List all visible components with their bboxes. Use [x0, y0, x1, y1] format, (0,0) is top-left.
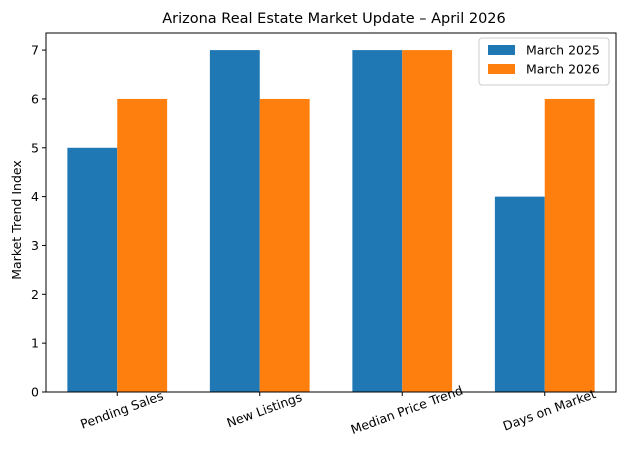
bar-2-3	[402, 50, 453, 392]
bar-2-2	[259, 98, 310, 392]
bar-1-3	[352, 50, 403, 392]
x-tick-label: Pending Sales	[78, 388, 165, 432]
y-axis-label: Market Trend Index	[9, 160, 24, 280]
bar-1-4	[494, 196, 545, 392]
plot-area-frame	[45, 32, 617, 393]
legend: March 2025 March 2026	[478, 37, 610, 86]
y-tick-label: 0	[31, 385, 39, 400]
y-tick-label: 7	[31, 43, 39, 58]
legend-swatch-2	[488, 64, 515, 74]
y-tick-label: 5	[31, 140, 39, 155]
y-tick-label: 2	[31, 287, 39, 302]
legend-label-1: March 2025	[526, 43, 600, 58]
bar-1-1	[67, 147, 118, 392]
y-tick-label: 1	[31, 336, 39, 351]
bar-2-1	[117, 98, 168, 392]
bars-group	[67, 50, 595, 392]
bar-1-2	[209, 50, 260, 392]
y-axis-ticks: 0 1 2 3 4 5 6 7	[31, 43, 46, 400]
y-tick-label: 3	[31, 238, 39, 253]
bar-2-4	[544, 98, 595, 392]
y-tick-label: 4	[31, 189, 39, 204]
y-tick-label: 6	[31, 91, 39, 106]
legend-swatch-1	[488, 45, 515, 55]
chart-title: Arizona Real Estate Market Update – Apri…	[162, 11, 506, 27]
x-tick-label: New Listings	[225, 389, 304, 430]
x-tick-label: Days on Market	[501, 386, 598, 434]
legend-label-2: March 2026	[526, 62, 600, 77]
